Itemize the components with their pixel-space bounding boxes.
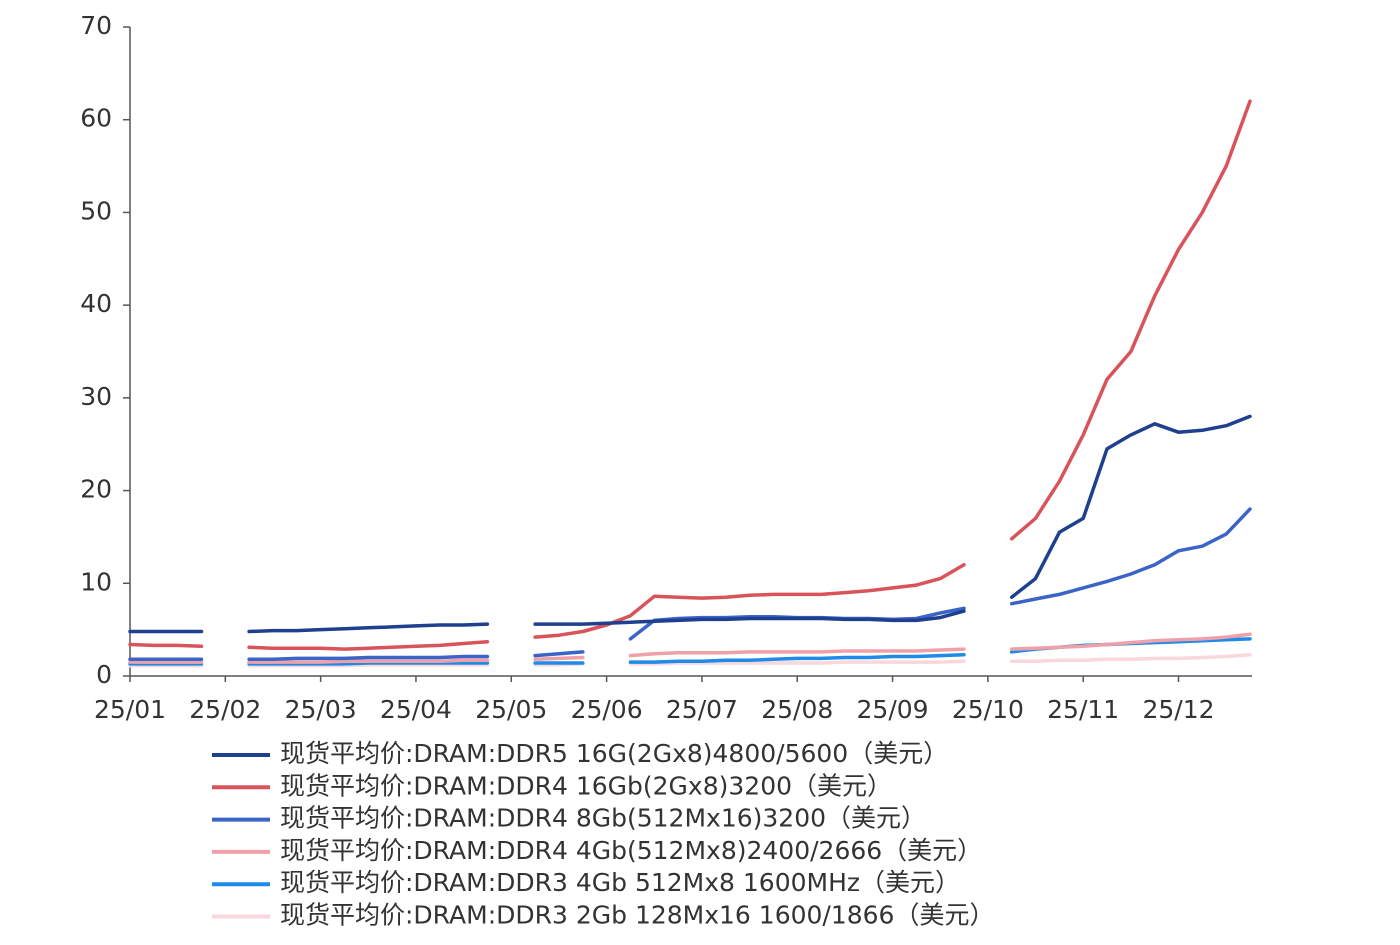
- x-tick-label: 25/05: [475, 695, 547, 724]
- y-tick-label: 30: [80, 382, 112, 411]
- x-tick-label: 25/10: [952, 695, 1024, 724]
- y-tick-label: 70: [80, 11, 112, 40]
- x-tick-label: 25/04: [380, 695, 452, 724]
- series-line: [128, 652, 1252, 668]
- x-tick-label: 25/07: [666, 695, 738, 724]
- legend-label: 现货平均价:DRAM:DDR4 8Gb(512Mx16)3200（美元）: [280, 804, 926, 833]
- series-line: [128, 507, 1252, 662]
- x-tick-label: 25/06: [571, 695, 643, 724]
- series-line: [128, 637, 1252, 666]
- legend-label: 现货平均价:DRAM:DDR3 4Gb 512Mx8 1600MHz（美元）: [280, 868, 960, 897]
- x-tick-label: 25/11: [1047, 695, 1119, 724]
- y-tick-label: 10: [80, 567, 112, 596]
- series-line: [128, 99, 1252, 651]
- x-tick-label: 25/01: [94, 695, 166, 724]
- series-line: [128, 632, 1252, 664]
- y-tick-label: 40: [80, 289, 112, 318]
- legend-label: 现货平均价:DRAM:DDR4 4Gb(512Mx8)2400/2666（美元）: [280, 836, 982, 865]
- x-tick-label: 25/09: [857, 695, 929, 724]
- x-tick-label: 25/08: [761, 695, 833, 724]
- x-tick-label: 25/02: [189, 695, 261, 724]
- legend-label: 现货平均价:DRAM:DDR4 16Gb(2Gx8)3200（美元）: [280, 771, 892, 800]
- x-tick-label: 25/12: [1142, 695, 1214, 724]
- y-tick-label: 20: [80, 475, 112, 504]
- y-tick-label: 60: [80, 104, 112, 133]
- y-tick-label: 50: [80, 196, 112, 225]
- legend-label: 现货平均价:DRAM:DDR5 16G(2Gx8)4800/5600（美元）: [280, 739, 948, 768]
- legend-label: 现货平均价:DRAM:DDR3 2Gb 128Mx16 1600/1866（美元…: [280, 901, 994, 930]
- x-tick-label: 25/03: [285, 695, 357, 724]
- y-tick-label: 0: [96, 660, 112, 689]
- series-line: [128, 414, 1252, 634]
